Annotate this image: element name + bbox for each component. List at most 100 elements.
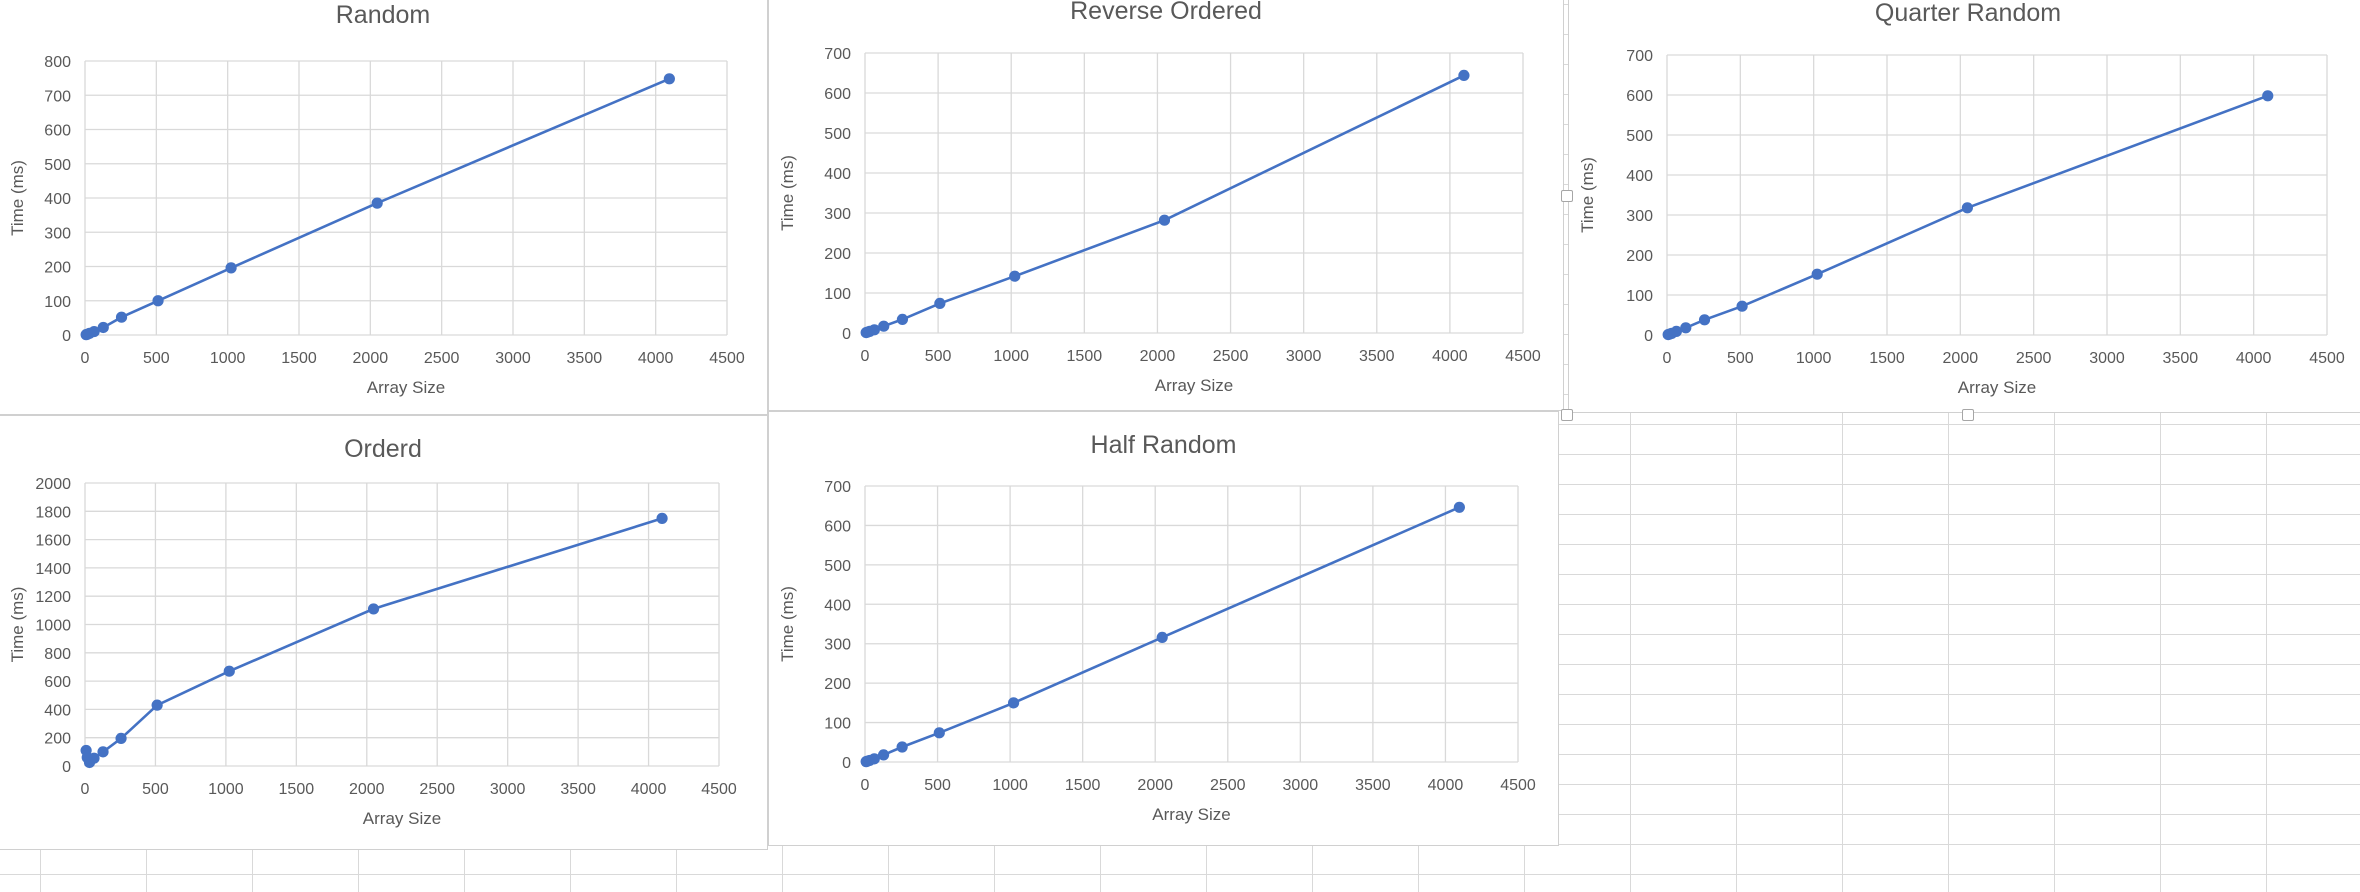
y-tick-label: 200: [44, 260, 71, 277]
x-tick-label: 0: [81, 781, 90, 798]
y-tick-label: 0: [842, 326, 851, 343]
x-tick-label: 2000: [1137, 777, 1173, 794]
y-tick-label: 300: [1626, 208, 1653, 225]
x-tick-label: 1000: [208, 781, 244, 798]
chart-svg: Half Random 0 100 200 300 400 500 600 700 0 500 100…: [778, 431, 1536, 824]
x-tick-label: 1500: [1067, 348, 1103, 365]
x-axis-title: Array Size: [367, 378, 445, 397]
y-tick-label: 200: [824, 676, 851, 693]
y-tick-label: 0: [1644, 328, 1653, 345]
data-point: [1156, 631, 1168, 644]
x-axis-title: Array Size: [1958, 378, 2036, 397]
y-tick-label: 700: [44, 88, 71, 105]
data-point: [1961, 202, 1973, 214]
x-tick-label: 3500: [2163, 350, 2199, 367]
chart-random[interactable]: Random 0 100 200 300 400 500 600 700 800 0 500 1000 1…: [0, 0, 768, 415]
data-point: [151, 699, 163, 711]
chart-resize-handle[interactable]: [1561, 409, 1573, 421]
series-line: [865, 74, 1465, 334]
chart-orderd[interactable]: Orderd 0 200 400 600 800 1000 1200 1400 1600 1800 2…: [0, 415, 768, 850]
data-point: [88, 325, 100, 338]
x-tick-label: 2000: [349, 781, 385, 798]
x-tick-label: 2000: [1943, 350, 1979, 367]
chart-resize-handle[interactable]: [1561, 190, 1573, 202]
data-point: [97, 746, 109, 758]
x-tick-label: 2500: [1213, 348, 1249, 365]
y-tick-label: 600: [1626, 88, 1653, 105]
x-tick-label: 0: [81, 350, 90, 367]
data-point: [367, 603, 380, 615]
x-axis-title: Array Size: [363, 809, 441, 828]
chart-reverse-ordered[interactable]: Reverse Ordered 0 100 200 300 400 500 600 700 0 50…: [768, 0, 1564, 411]
x-tick-label: 4000: [631, 781, 667, 798]
y-tick-label: 800: [44, 646, 71, 663]
chart-quarter-random[interactable]: Quarter Random 0 100 200 300 400 500 600 700 0 500…: [1568, 0, 2360, 413]
x-tick-label: 2000: [1140, 348, 1176, 365]
x-tick-label: 500: [1727, 350, 1754, 367]
x-tick-label: 2000: [353, 350, 389, 367]
data-point: [2262, 90, 2274, 102]
y-tick-label: 200: [824, 246, 851, 263]
chart-title: Quarter Random: [1875, 0, 2061, 27]
x-tick-label: 2500: [2016, 350, 2052, 367]
y-tick-label: 200: [1626, 248, 1653, 265]
data-point: [371, 197, 383, 209]
x-tick-label: 1000: [992, 777, 1028, 794]
y-axis-title: Time (ms): [8, 160, 27, 236]
y-tick-label: 300: [824, 637, 851, 654]
y-tick-label: 700: [1626, 48, 1653, 65]
x-tick-label: 3500: [560, 781, 596, 798]
y-tick-label: 300: [44, 225, 71, 242]
x-tick-label: 4500: [701, 781, 737, 798]
data-point: [1680, 322, 1692, 334]
y-tick-label: 200: [44, 731, 71, 748]
y-tick-label: 400: [44, 191, 71, 208]
y-tick-label: 500: [824, 558, 851, 575]
x-tick-label: 1000: [210, 350, 246, 367]
data-point: [868, 324, 880, 336]
y-axis-title: Time (ms): [778, 586, 797, 662]
data-point: [223, 665, 235, 677]
y-axis-title: Time (ms): [778, 155, 797, 231]
y-tick-label: 500: [824, 126, 851, 143]
data-point: [877, 749, 890, 761]
x-tick-label: 3000: [1283, 777, 1319, 794]
chart-half-random[interactable]: Half Random 0 100 200 300 400 500 600 700 0 500 100…: [768, 411, 1559, 846]
y-tick-label: 0: [62, 328, 71, 345]
x-tick-label: 1000: [1796, 350, 1832, 367]
y-tick-label: 100: [44, 294, 71, 311]
data-point: [1453, 501, 1465, 513]
data-point: [868, 753, 880, 765]
x-tick-label: 1500: [1869, 350, 1905, 367]
data-point: [896, 741, 908, 753]
y-tick-label: 400: [824, 166, 851, 183]
data-point: [225, 262, 237, 274]
data-point: [1811, 268, 1823, 280]
y-tick-label: 0: [842, 755, 851, 772]
y-tick-label: 400: [824, 597, 851, 614]
y-tick-label: 600: [44, 674, 71, 691]
chart-title: Orderd: [344, 435, 422, 463]
data-point: [663, 73, 675, 85]
y-tick-label: 600: [824, 518, 851, 535]
y-tick-label: 1600: [35, 533, 71, 550]
chart-resize-handle[interactable]: [1962, 409, 1974, 421]
x-tick-label: 4500: [2309, 350, 2345, 367]
x-tick-label: 500: [925, 348, 952, 365]
data-point: [1670, 325, 1682, 337]
data-point: [878, 320, 890, 332]
x-axis-title: Array Size: [1155, 376, 1233, 395]
x-tick-label: 1000: [993, 348, 1029, 365]
x-tick-label: 0: [861, 777, 870, 794]
series-line: [84, 517, 663, 765]
x-tick-label: 4500: [1505, 348, 1541, 365]
x-tick-label: 2500: [1210, 777, 1246, 794]
data-point: [115, 311, 128, 323]
y-tick-label: 1000: [35, 618, 71, 635]
x-tick-label: 2500: [419, 781, 455, 798]
y-tick-label: 0: [62, 759, 71, 776]
y-axis-title: Time (ms): [8, 587, 27, 663]
x-tick-label: 500: [143, 350, 170, 367]
y-tick-label: 600: [824, 86, 851, 103]
chart-svg: Reverse Ordered 0 100 200 300 400 500 600 700 0 50…: [778, 0, 1541, 395]
